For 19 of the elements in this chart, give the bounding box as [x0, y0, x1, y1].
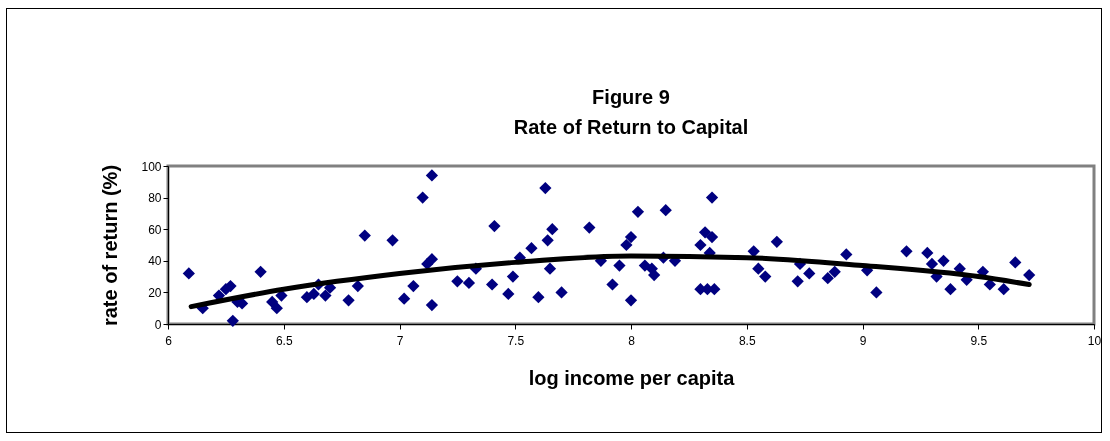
x-axis-title: log income per capita [528, 366, 736, 389]
x-tick-label: 7.5 [507, 333, 525, 348]
x-tick-label: 8 [628, 333, 636, 348]
x-tick-label: 9 [859, 333, 867, 348]
x-tick-label: 9.5 [970, 333, 988, 348]
x-tick-label: 10 [1087, 333, 1102, 348]
x-tick-label: 7 [396, 333, 404, 348]
chart-subtitle: Rate of Return to Capital [513, 116, 749, 138]
y-tick-label: 100 [141, 159, 162, 174]
y-tick-label: 80 [148, 191, 162, 206]
x-tick-label: 6.5 [275, 333, 293, 348]
x-tick-label: 6 [165, 333, 173, 348]
chart-title: Figure 9 [592, 86, 670, 108]
x-tick-label: 8.5 [738, 333, 756, 348]
y-tick-label: 20 [148, 285, 162, 300]
y-tick-label: 0 [154, 317, 162, 332]
y-tick-label: 60 [148, 222, 162, 237]
y-axis-title: rate of return (%) [99, 164, 122, 327]
y-tick-label: 40 [148, 254, 162, 269]
